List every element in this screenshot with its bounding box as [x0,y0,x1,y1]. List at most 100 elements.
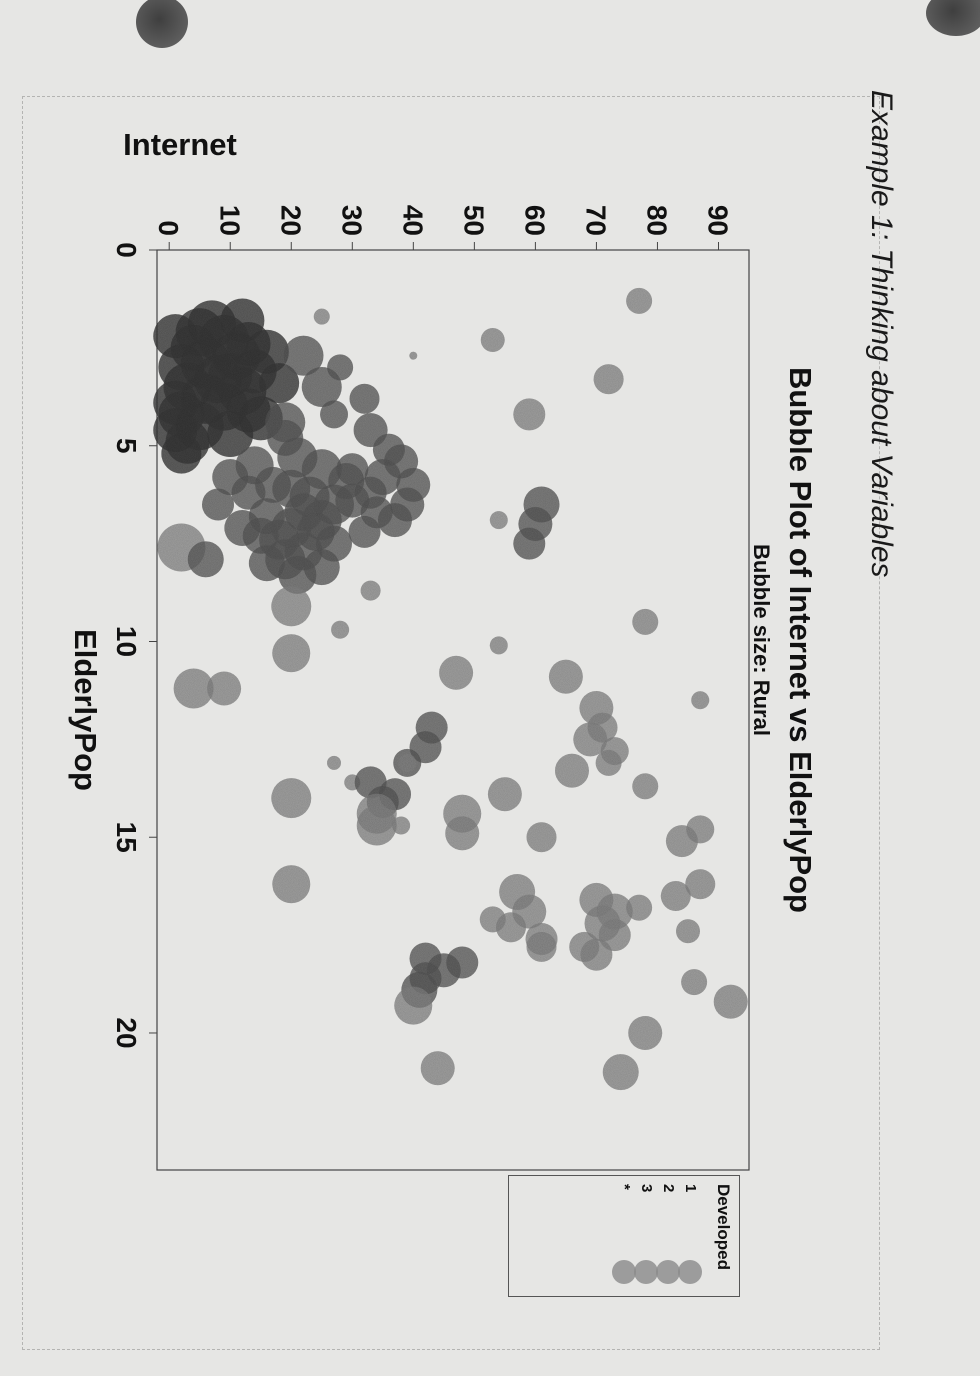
bubble-point [208,353,253,398]
bubble-point [320,400,348,429]
bubble-point [487,777,522,812]
y-tick-label: 50 [458,205,489,236]
bubble-point [479,906,506,933]
bubble-point [626,287,653,314]
bubble-point [632,608,659,635]
y-tick-label: 20 [275,205,306,236]
bubble-point [489,511,508,530]
legend: Developed 1 2 3 * [508,1175,740,1297]
y-tick-label: 60 [519,205,550,236]
y-tick-label: 80 [641,205,672,236]
bubble-point [242,517,279,554]
plot-area [156,249,750,1171]
bubble-point [161,433,202,474]
bubble-point [187,541,224,578]
bubble-point [327,755,341,770]
bubble-point [660,881,691,911]
x-tick-label: 20 [111,1017,142,1048]
bubble-point [271,586,312,627]
bubble-point [713,984,748,1019]
bubble-point [480,328,505,352]
bubble-point [398,753,417,772]
bubble-point [272,865,311,904]
bubble-chart: 0 5 10 15 20 0 10 20 30 40 50 60 70 80 90 ElderlyPop I… [68,127,750,1171]
bubble-point [153,314,198,359]
bubble-point [628,1016,663,1050]
legend-entry: 2 [656,1176,680,1296]
y-tick-label: 70 [580,205,611,236]
binder-hole [136,0,188,48]
bubble-point [445,816,480,851]
bubble-point [313,308,330,325]
bubble-point [420,1051,455,1086]
bubble-point [685,869,716,900]
bubble-point [255,466,291,503]
bubble-point [681,969,708,996]
bubble-point [207,671,242,706]
bubble-point [259,363,300,404]
bubble-point [392,816,411,835]
bubble-point [378,503,412,538]
bubble-point [602,1054,639,1091]
bubble-point [548,659,583,694]
bubble-point [283,335,324,376]
bubble-point [555,753,589,788]
legend-entry: 1 [678,1176,702,1296]
legend-entry: 3 [634,1176,658,1296]
bubble-point [360,580,381,601]
bubble-point [632,773,659,800]
bubble-point [409,351,418,360]
y-axis-label: Internet [123,127,237,162]
bubble-point [278,555,317,594]
y-tick-label: 30 [336,205,367,236]
x-tick-label: 15 [111,822,142,853]
bubble-point [272,634,311,673]
bubble-point [331,620,350,639]
y-tick-label: 40 [397,205,428,236]
bubble-point [226,388,271,433]
bubble-point [271,778,312,819]
bubble-point [676,919,700,944]
bubble-point [573,722,608,757]
bubble-point [202,488,234,521]
bubble-point [526,931,557,962]
bubble-point [336,453,369,486]
y-tick-label: 90 [702,205,733,236]
y-tick-label: 0 [153,220,184,236]
x-axis-label: ElderlyPop [68,629,103,791]
bubble-point [580,938,613,971]
bubble-point [248,545,285,582]
bubble-point [348,515,381,548]
bubble-point [691,691,710,710]
binder-hole [926,0,980,36]
bubble-point [626,894,653,921]
bubble-point [513,398,546,431]
legend-label: 1 [682,1184,699,1193]
legend-marker [612,1260,636,1284]
document-frame [22,96,880,1350]
legend-label: 3 [638,1184,655,1193]
worksheet-page: Example 1: Thinking about Variables Bubb… [50,90,900,1340]
legend-title: Developed [714,1184,733,1270]
bubble-point [349,383,380,414]
legend-marker [656,1260,680,1284]
bubble-point [595,749,622,776]
y-tick-label: 10 [214,205,245,236]
legend-label: * [616,1184,633,1190]
x-tick-label: 0 [111,242,142,258]
bubble-point [489,636,508,655]
bubble-point [356,805,397,846]
x-tick-label: 10 [111,626,142,657]
bubble-point [526,822,557,853]
legend-marker [678,1260,702,1284]
bubble-point [446,946,479,979]
bubble-point [394,986,433,1025]
bubble-point [327,354,354,381]
x-tick-label: 5 [111,438,142,454]
bubble-point [593,364,624,395]
bubble-point [439,655,474,690]
legend-label: 2 [660,1184,677,1193]
bubble-point [686,815,715,844]
legend-marker [634,1260,658,1284]
bubble-point [513,527,546,560]
